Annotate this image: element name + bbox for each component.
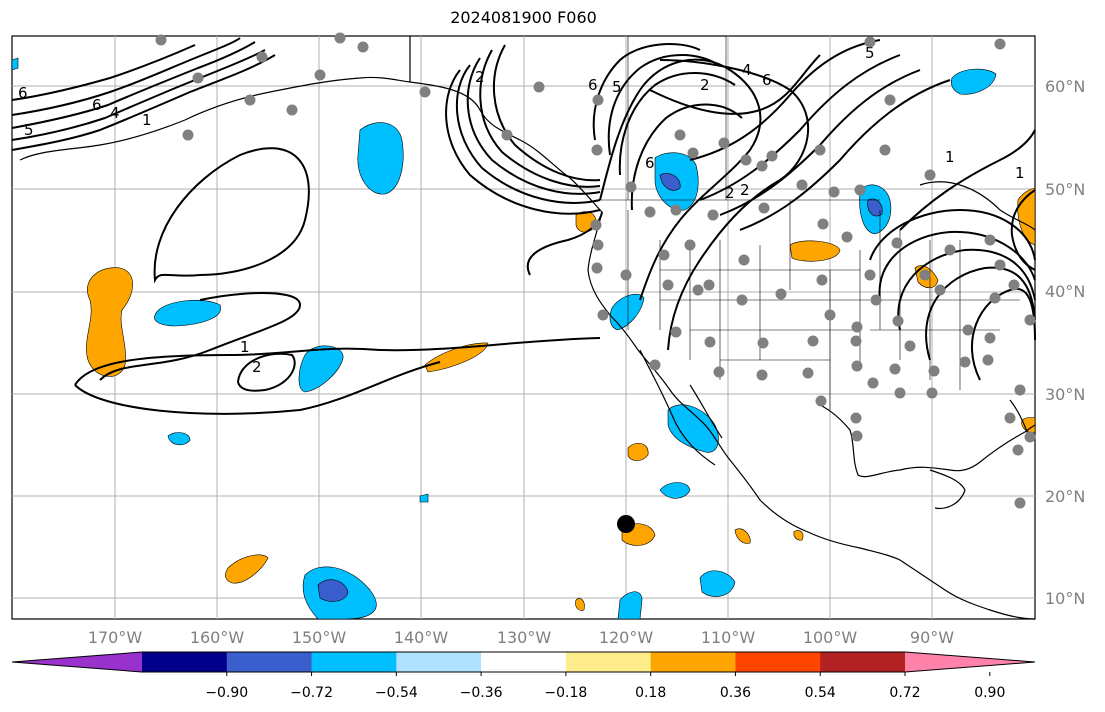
positive-anomaly [424,342,489,373]
lon-label: 100°W [803,628,858,647]
lon-label: 130°W [497,628,552,647]
contour-label: 6 [762,71,772,89]
storm-center-marker [617,515,635,533]
colorbar-segment [396,652,482,672]
positive-anomaly [734,528,751,544]
contour-label: 2 [475,68,485,86]
colorbar-tick-label: −0.54 [375,685,418,701]
lat-label: 60°N [1045,77,1085,96]
lon-label: 150°W [292,628,347,647]
lon-label: 90°W [910,628,954,647]
hudson-area-coast [919,181,1036,231]
colorbar-tick-label: 0.36 [720,685,751,701]
colorbar-segment [311,652,397,672]
contour-label: 2 [740,181,750,199]
positive-anomaly [793,530,804,541]
baja-peninsula [639,349,723,466]
negative-anomaly [667,404,719,453]
colorbar-segment [226,652,313,672]
colorbar-extend-max [905,652,1035,672]
negative-anomaly [950,68,997,95]
lon-label: 140°W [394,628,449,647]
contour-label: 6 [18,84,28,102]
contour-label: 2 [252,358,262,376]
negative-anomaly [659,482,691,499]
colorbar-segment [481,652,567,672]
negative-anomaly [11,57,19,71]
strong-negative-anomaly [659,173,681,191]
negative-anomaly [357,122,404,195]
longitude-labels: 170°W 160°W 150°W 140°W 130°W 120°W 110°… [88,628,954,647]
contour-label: 4 [110,104,120,122]
contour-label: 1 [1015,164,1025,182]
colorbar-outline [11,651,1036,673]
negative-anomaly [617,591,643,620]
positive-anomaly [225,554,269,584]
lat-label: 40°N [1045,282,1085,301]
lat-label: 50°N [1045,180,1085,199]
colorbar-segment [650,652,736,672]
colorbar-tick-label: −0.90 [205,685,248,701]
colorbar-tick-label: −0.36 [460,685,503,701]
colorbar-tick-label: 0.90 [974,685,1005,701]
colorbar-tick-label: 0.54 [805,685,836,701]
lon-label: 120°W [599,628,654,647]
contour-label: 5 [24,121,34,139]
colorbar-segment [735,652,821,672]
lat-label: 20°N [1045,487,1085,506]
yucatan [929,469,966,510]
contour-label: 1 [945,148,955,166]
positive-anomaly [575,598,585,611]
strong-negative-anomaly [867,198,883,217]
contour-label: 6 [92,96,102,114]
colorbar-tick-label: 0.18 [635,685,666,701]
lat-label: 10°N [1045,589,1085,608]
negative-anomaly [167,432,191,446]
positive-anomaly [627,442,649,461]
contour-label: 5 [865,44,875,62]
anomaly-fills [11,57,1036,620]
negative-anomaly [298,345,344,393]
contour-label: 1 [240,338,250,356]
contour-labels: 1 2 1 4 6 5 6 2 6 5 2 4 6 6 2 2 5 1 1 [18,44,1025,376]
colorbar-tick-label: 0.72 [889,685,920,701]
contour-label: 2 [700,76,710,94]
lat-label: 30°N [1045,385,1085,404]
north-america-west-coast [587,211,1036,620]
colorbar-extend-min [12,652,142,672]
contour-label: 6 [645,154,655,172]
contour-label: 2 [725,184,735,202]
contour-label: 6 [588,76,598,94]
positive-anomaly [789,240,841,262]
map-title: 2024081900 F060 [450,8,597,27]
negative-anomaly [609,293,645,331]
negative-anomaly [699,570,736,597]
contour-label: 5 [612,78,622,96]
colorbar-tick-label: −0.18 [544,685,587,701]
lon-label: 110°W [701,628,756,647]
contour-label: 4 [742,61,752,79]
colorbar-tick-label: −0.72 [290,685,333,701]
colorbar: −0.90 −0.72 −0.54 −0.36 −0.18 0.18 0.36 0.54 0.7… [11,651,1036,701]
contour-label: 1 [142,111,152,129]
station-markers [155,32,1036,509]
colorbar-segment [142,652,228,672]
colorbar-segment [565,652,652,672]
latitude-labels: 60°N 50°N 40°N 30°N 20°N 10°N [1045,77,1085,608]
gulf-coast [819,404,1036,478]
aleutian-chain [19,76,411,161]
strong-negative-anomaly [317,579,349,602]
colorbar-segment [820,652,906,672]
negative-anomaly [154,299,221,327]
lon-label: 170°W [88,628,143,647]
lon-label: 160°W [190,628,245,647]
negative-anomaly [419,493,429,503]
positive-anomaly [86,267,133,377]
contours [11,37,1036,415]
